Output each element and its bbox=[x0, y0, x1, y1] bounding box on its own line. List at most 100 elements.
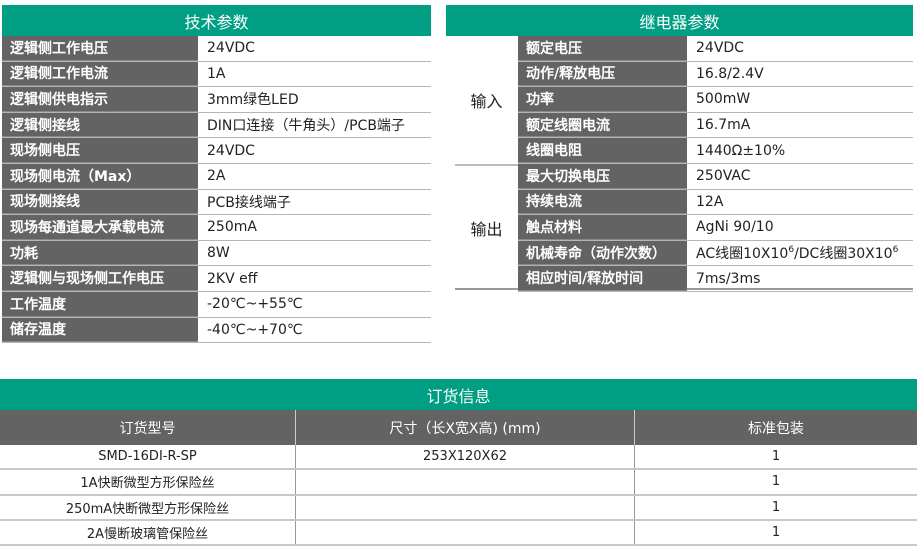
table-row: 功率 500mW bbox=[518, 87, 913, 113]
table-row: 2A慢断玻璃管保险丝 1 bbox=[0, 520, 917, 547]
param-value: 12A bbox=[696, 193, 724, 210]
param-value: 250mA bbox=[207, 219, 257, 236]
table-row: 现场侧电压 24VDC bbox=[2, 138, 431, 164]
life-ac: AC线圈10X10 bbox=[696, 246, 789, 263]
param-label: 储存温度 bbox=[2, 317, 198, 343]
param-label: 功耗 bbox=[2, 240, 198, 266]
order-info-header: 订货信息 bbox=[0, 379, 917, 410]
table-row: 逻辑侧供电指示 3mm绿色LED bbox=[2, 87, 431, 113]
table-row: 1A快断微型方形保险丝 1 bbox=[0, 470, 917, 496]
param-label: 触点材料 bbox=[518, 215, 687, 240]
table-cell: 1 bbox=[771, 525, 781, 541]
table-cell: 250mA快断微型方形保险丝 bbox=[0, 495, 296, 519]
table-row: 功耗 8W bbox=[2, 240, 431, 267]
table-row: 最大切换电压 250VAC bbox=[518, 163, 913, 190]
table-cell bbox=[296, 520, 635, 545]
tech-params-title: 技术参数 bbox=[184, 12, 249, 32]
param-label: 现场侧电压 bbox=[2, 138, 198, 163]
table-row: 持续电流 12A bbox=[518, 189, 913, 216]
table-row: 逻辑侧工作电流 1A bbox=[2, 61, 431, 88]
tech-params-header: 技术参数 bbox=[2, 5, 431, 36]
exponent: 6 bbox=[788, 245, 795, 256]
param-label: 动作/释放电压 bbox=[518, 61, 687, 87]
param-value: PCB接线端子 bbox=[207, 194, 291, 211]
param-value: 24VDC bbox=[696, 40, 744, 57]
param-value: 2A bbox=[207, 168, 226, 185]
table-cell: SMD-16DI-R-SP bbox=[0, 445, 296, 469]
relay-params-title: 继电器参数 bbox=[639, 12, 720, 32]
table-cell: 253X120X62 bbox=[296, 445, 635, 469]
param-label: 工作温度 bbox=[2, 291, 198, 317]
param-value: 1A bbox=[207, 65, 226, 82]
table-cell bbox=[296, 495, 635, 519]
order-header-row: 订货型号 尺寸（长X宽X高) (mm) 标准包装 bbox=[0, 410, 917, 445]
table-row: 逻辑侧工作电压 24VDC bbox=[2, 36, 431, 62]
column-header-size: 尺寸（长X宽X高) (mm) bbox=[296, 410, 635, 445]
param-label: 持续电流 bbox=[518, 189, 687, 215]
param-value: 2KV eff bbox=[207, 270, 258, 287]
param-value: 7ms/3ms bbox=[696, 270, 761, 287]
param-value: 24VDC bbox=[207, 40, 255, 57]
param-value: 1440Ω±10% bbox=[696, 142, 786, 159]
table-row: 额定电压 24VDC bbox=[518, 36, 913, 62]
order-info-title: 订货信息 bbox=[426, 386, 491, 406]
column-header-package: 标准包装 bbox=[748, 420, 804, 437]
param-label: 现场侧接线 bbox=[2, 189, 198, 215]
table-cell: 1A快断微型方形保险丝 bbox=[0, 470, 296, 494]
param-label: 机械寿命（动作次数） bbox=[518, 240, 687, 266]
param-value: 24VDC bbox=[207, 142, 255, 159]
relay-params-header: 继电器参数 bbox=[446, 5, 913, 36]
param-label: 额定电压 bbox=[518, 36, 687, 61]
table-row: 额定线圈电流 16.7mA bbox=[518, 112, 913, 139]
table-cell: 1 bbox=[771, 449, 781, 465]
table-row: 现场侧接线 PCB接线端子 bbox=[2, 189, 431, 216]
param-value: 16.7mA bbox=[696, 117, 751, 134]
param-label: 逻辑侧供电指示 bbox=[2, 87, 198, 112]
param-label: 现场每通道最大承载电流 bbox=[2, 215, 198, 240]
table-cell: 2A慢断玻璃管保险丝 bbox=[0, 520, 296, 545]
column-header-model: 订货型号 bbox=[0, 410, 296, 445]
table-row: 相应时间/释放时间 7ms/3ms bbox=[518, 266, 913, 292]
param-label: 相应时间/释放时间 bbox=[518, 266, 687, 291]
param-label: 逻辑侧接线 bbox=[2, 112, 198, 138]
param-value: DIN口连接（牛角头）/PCB端子 bbox=[207, 118, 405, 135]
param-value: 3mm绿色LED bbox=[207, 92, 299, 109]
relay-params-table: 输入 输出 额定电压 24VDC 动作/释放电压 16.8/2.4V 功率 500mW 额定… bbox=[455, 36, 913, 292]
param-label: 额定线圈电流 bbox=[518, 112, 687, 138]
param-value: 16.8/2.4V bbox=[696, 65, 764, 82]
table-row: SMD-16DI-R-SP 253X120X62 1 bbox=[0, 445, 917, 471]
table-cell: 1 bbox=[771, 499, 781, 515]
param-label: 现场侧电流（Max） bbox=[2, 163, 198, 189]
param-value: 8W bbox=[207, 245, 230, 262]
exponent: 6 bbox=[892, 245, 899, 256]
param-value: AC线圈10X10 6/DC线圈30X10 6 bbox=[687, 241, 913, 266]
table-row: 现场侧电流（Max） 2A bbox=[2, 163, 431, 190]
param-value: AgNi 90/10 bbox=[696, 219, 774, 236]
input-group-label: 输入 bbox=[470, 92, 503, 111]
param-label: 线圈电阻 bbox=[518, 138, 687, 163]
param-value: -40℃~+70℃ bbox=[207, 321, 303, 338]
param-label: 逻辑侧工作电压 bbox=[2, 36, 198, 61]
table-cell: 1 bbox=[771, 474, 781, 490]
output-group-label: 输出 bbox=[455, 164, 518, 290]
table-row: 储存温度 -40℃~+70℃ bbox=[2, 317, 431, 344]
order-info-table: 订货型号 尺寸（长X宽X高) (mm) 标准包装 SMD-16DI-R-SP 25… bbox=[0, 410, 917, 547]
table-row: 250mA快断微型方形保险丝 1 bbox=[0, 495, 917, 521]
table-row: 逻辑侧接线 DIN口连接（牛角头）/PCB端子 bbox=[2, 112, 431, 139]
param-value: -20℃~+55℃ bbox=[207, 296, 303, 313]
table-row: 触点材料 AgNi 90/10 bbox=[518, 215, 913, 241]
param-label: 最大切换电压 bbox=[518, 163, 687, 189]
table-row: 逻辑侧与现场侧工作电压 2KV eff bbox=[2, 266, 431, 292]
table-row: 工作温度 -20℃~+55℃ bbox=[2, 291, 431, 318]
table-row: 线圈电阻 1440Ω±10% bbox=[518, 138, 913, 164]
param-label: 逻辑侧工作电流 bbox=[2, 61, 198, 87]
param-value: 250VAC bbox=[696, 168, 751, 185]
tech-params-table: 逻辑侧工作电压 24VDC 逻辑侧工作电流 1A 逻辑侧供电指示 3mm绿色LED 逻辑侧接… bbox=[2, 36, 431, 344]
param-value: 500mW bbox=[696, 91, 751, 108]
table-row: 动作/释放电压 16.8/2.4V bbox=[518, 61, 913, 88]
param-label: 逻辑侧与现场侧工作电压 bbox=[2, 266, 198, 291]
life-dc: /DC线圈30X10 bbox=[794, 246, 893, 263]
table-cell bbox=[296, 470, 635, 494]
table-row: 机械寿命（动作次数） AC线圈10X10 6/DC线圈30X10 6 bbox=[518, 240, 913, 267]
param-label: 功率 bbox=[518, 87, 687, 112]
